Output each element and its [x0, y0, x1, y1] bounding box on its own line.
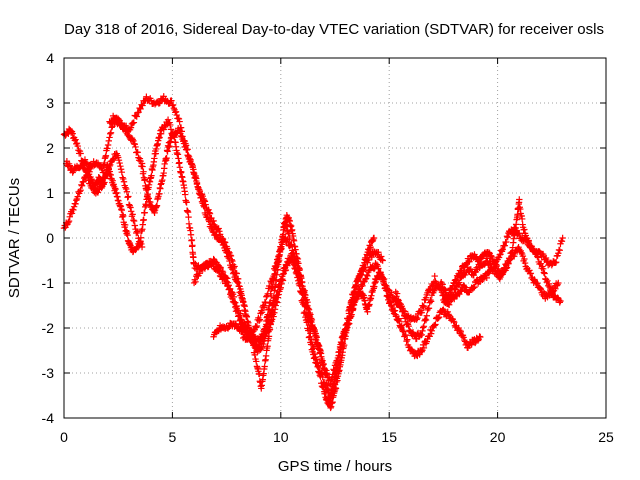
y-tick-label: 3 [46, 95, 54, 111]
x-tick-label: 15 [381, 429, 397, 445]
x-axis-label: GPS time / hours [278, 458, 392, 475]
y-tick-label: 0 [46, 230, 54, 246]
data-point [541, 270, 547, 276]
chart: 0 5 10 15 20 2543210-1-2-3-4 Day 318 of 2016,… [0, 0, 640, 480]
data-point [188, 232, 194, 238]
data-point [519, 216, 525, 222]
data-point [421, 323, 427, 329]
data-point [117, 163, 123, 169]
y-tick-label: 1 [46, 185, 54, 201]
data-point [191, 280, 197, 286]
data-point [141, 217, 147, 223]
series-track-b [61, 93, 377, 411]
data-point [182, 191, 188, 197]
chart-title: Day 318 of 2016, Sidereal Day-to-day VTE… [64, 21, 604, 38]
y-tick-label: -2 [42, 320, 55, 336]
data-point [139, 163, 145, 169]
data-point [132, 222, 138, 228]
y-tick-label: 4 [46, 50, 54, 66]
data-point [263, 294, 269, 300]
data-point [120, 213, 126, 219]
data-point [423, 317, 429, 323]
series-track-d [106, 113, 292, 355]
data-point [432, 273, 438, 279]
y-tick-label: -3 [42, 365, 55, 381]
data-point [126, 201, 132, 207]
data-point [128, 208, 134, 214]
data-point [118, 166, 124, 172]
data-point [241, 307, 247, 313]
data-point [185, 214, 191, 220]
y-tick-label: 2 [46, 140, 54, 156]
data-point [420, 324, 426, 330]
x-tick-label: 25 [598, 429, 614, 445]
data-point [119, 174, 125, 180]
y-axis-label: SDTVAR / TECUs [6, 178, 23, 298]
data-point [141, 209, 147, 215]
data-points [61, 93, 566, 411]
data-point [422, 316, 428, 322]
data-point [428, 298, 434, 304]
data-point [189, 242, 195, 248]
data-point [73, 197, 79, 203]
data-point [107, 131, 113, 137]
data-point [175, 115, 181, 121]
data-point [263, 353, 269, 359]
y-tick-label: -4 [42, 410, 55, 426]
x-tick-label: 10 [273, 429, 289, 445]
data-point [119, 169, 125, 175]
data-point [434, 315, 440, 321]
x-tick-label: 5 [169, 429, 177, 445]
data-point [105, 142, 111, 148]
data-point [106, 134, 112, 140]
x-tick-label: 20 [490, 429, 506, 445]
data-point [516, 196, 522, 202]
data-point [124, 194, 130, 200]
x-tick-label: 0 [60, 429, 68, 445]
data-point [116, 160, 122, 166]
y-tick-label: -1 [42, 275, 55, 291]
data-point [79, 183, 85, 189]
data-point [125, 193, 131, 199]
data-point [130, 217, 136, 223]
data-point [106, 138, 112, 144]
data-point [108, 130, 114, 136]
